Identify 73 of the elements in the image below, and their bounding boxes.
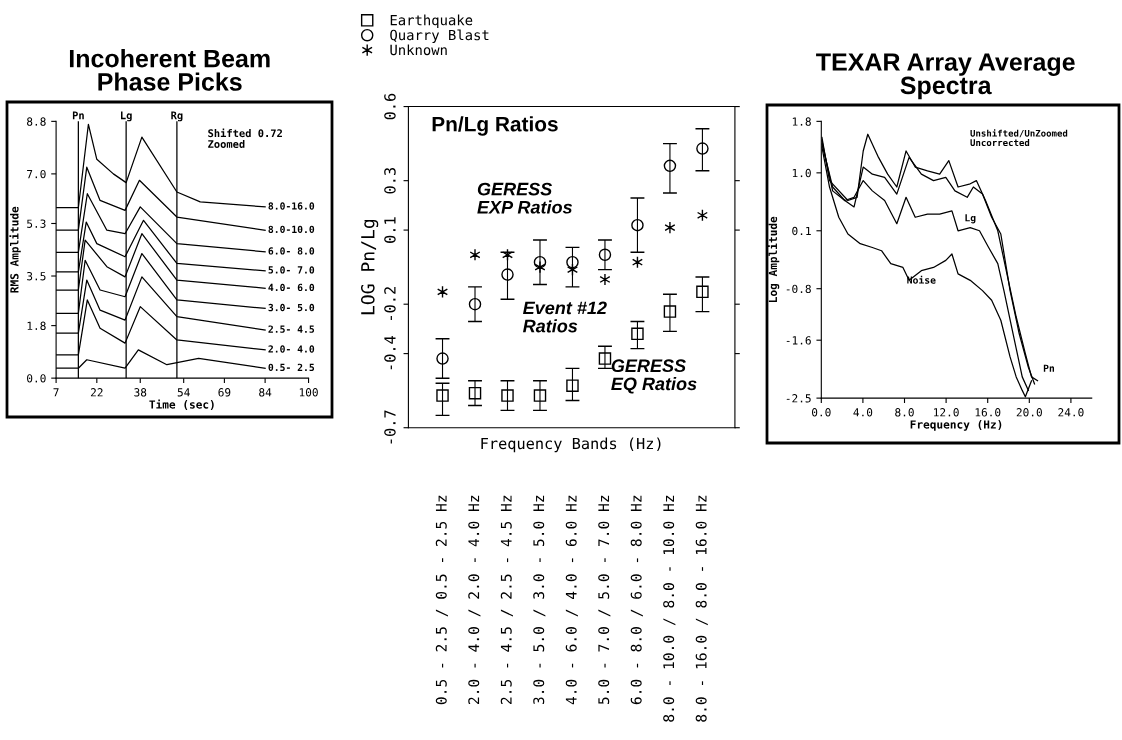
y-tick-label: -2.5: [786, 394, 811, 403]
x-axis-title: Frequency (Hz): [910, 420, 1002, 431]
x-tick-label: 100: [299, 388, 318, 397]
legend-label: Earthquake: [390, 14, 473, 29]
y-tick-label: -0.2: [384, 287, 396, 320]
x-tick-label: 84: [259, 388, 272, 397]
x-tick-label: 4.0 - 6.0 / 4.0 - 6.0 Hz: [565, 495, 578, 705]
annotation: Unshifted/UnZoomed Uncorrected: [970, 129, 1068, 147]
x-tick-label: 7: [53, 388, 59, 397]
y-tick-label: -0.8: [786, 284, 811, 294]
y-tick-label: 0.3: [384, 168, 396, 194]
series-label: Noise: [907, 275, 936, 284]
series-label: 0.5- 2.5: [268, 363, 315, 372]
series-label: 3.0- 5.0: [268, 303, 315, 312]
y-tick-label: 0.6: [384, 93, 396, 120]
x-axis-title: Time (sec): [149, 399, 214, 410]
series-label: Pn: [1043, 364, 1055, 372]
x-tick-label: 69: [218, 388, 231, 397]
y-tick-label: 1.8: [792, 117, 811, 126]
x-tick-label: 2.0 - 4.0 / 2.0 - 4.0 Hz: [468, 495, 481, 705]
series-label: 4.0- 6.0: [268, 283, 315, 292]
ref-line-label: Pn: [72, 111, 84, 120]
annotation: Event #12 Ratios: [523, 301, 607, 333]
y-tick-label: -0.4: [384, 335, 396, 370]
ref-line-label: Lg: [121, 111, 132, 122]
series-label: 2.5- 4.5: [268, 325, 315, 333]
y-tick-label: 8.8: [27, 117, 46, 126]
x-tick-label: 20.0: [1016, 408, 1042, 417]
annotation: GERESS EXP Ratios: [477, 182, 573, 214]
y-tick-label: 0.0: [27, 374, 46, 383]
y-axis-title: LOG Pn/Lg: [360, 219, 379, 315]
x-tick-label: 38: [134, 388, 147, 397]
x-tick-label: 22: [90, 388, 103, 397]
x-tick-label: 24.0: [1058, 408, 1084, 417]
x-tick-label: 0.0: [811, 408, 831, 417]
series-label: 8.0-16.0: [268, 202, 315, 210]
y-tick-label: 3.5: [27, 272, 46, 281]
x-tick-label: 8.0: [895, 408, 914, 417]
x-tick-label: 8.0 - 16.0 / 8.0 - 16.0 Hz: [695, 495, 708, 722]
y-tick-label: 7.0: [27, 169, 46, 179]
x-tick-label: 2.5 - 4.5 / 2.5 - 4.5 Hz: [500, 495, 513, 705]
y-tick-label: 5.3: [27, 219, 46, 228]
x-tick-label: 0.5 - 2.5 / 0.5 - 2.5 Hz: [435, 495, 448, 705]
x-tick-label: 3.0 - 5.0 / 3.0 - 5.0 Hz: [533, 495, 546, 705]
series-label: 2.0- 4.0: [268, 345, 315, 353]
y-tick-label: 0.1: [384, 217, 396, 243]
x-axis-title: Frequency Bands (Hz): [481, 437, 661, 453]
x-tick-label: 54: [177, 388, 190, 397]
ref-line-label: Rg: [171, 111, 183, 122]
x-tick-label: 6.0 - 8.0 / 6.0 - 8.0 Hz: [630, 495, 643, 705]
chart-title: TEXAR Array Average Spectra: [816, 53, 1075, 100]
chart-title: Pn/Lg Ratios: [432, 116, 558, 136]
x-tick-label: 5.0 - 7.0 / 5.0 - 7.0 Hz: [598, 495, 611, 705]
legend-label: Quarry Blast: [390, 29, 489, 43]
x-tick-label: 8.0 - 10.0 / 8.0 - 10.0 Hz: [663, 495, 676, 722]
chart-title: Incoherent Beam Phase Picks: [69, 49, 270, 91]
series-label: 6.0- 8.0: [268, 247, 315, 255]
y-tick-label: 0.1: [792, 226, 811, 236]
y-tick-label: -1.6: [786, 336, 811, 345]
x-tick-label: 12.0: [934, 408, 959, 417]
legend-label: Unknown: [390, 44, 447, 56]
series-label: 8.0-10.0: [268, 225, 315, 234]
series-label: Lg: [965, 214, 976, 224]
annotation: GERESS EQ Ratios: [611, 359, 697, 394]
x-tick-label: 16.0: [975, 408, 1001, 417]
x-tick-label: 4.0: [853, 408, 873, 417]
y-axis-title: RMS Amplitude: [9, 206, 21, 293]
series-label: 5.0- 7.0: [268, 266, 315, 274]
y-tick-label: 1.0: [792, 168, 811, 178]
y-tick-label: -0.7: [384, 410, 396, 444]
y-tick-label: 1.8: [27, 321, 46, 331]
annotation: Shifted 0.72 Zoomed: [208, 128, 282, 148]
y-axis-title: Log Amplitude: [767, 216, 780, 302]
